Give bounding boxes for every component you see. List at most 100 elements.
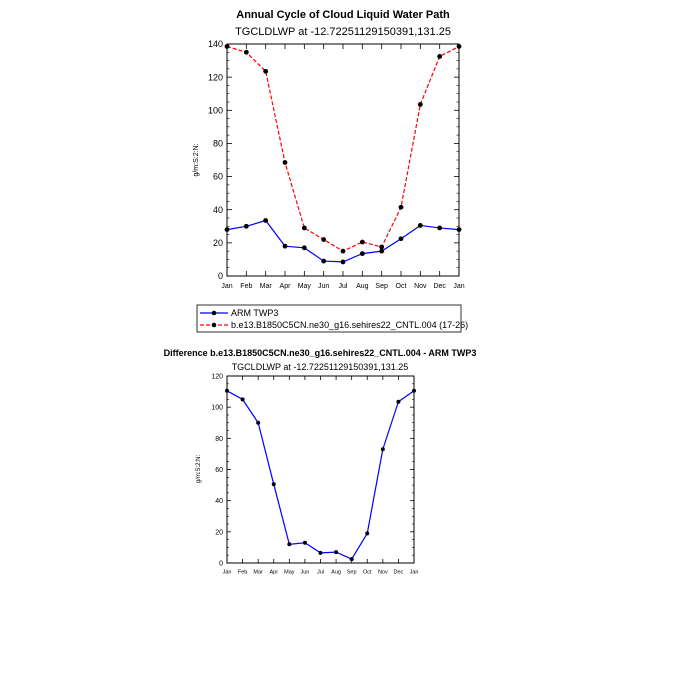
chart1-xtick-label: Jul <box>339 283 348 290</box>
chart2-data-point <box>396 399 401 404</box>
chart2-y-axis-label: g/m:S:2:N: <box>196 454 202 483</box>
chart1-data-point <box>437 54 443 59</box>
chart2-ytick-label: 20 <box>215 529 223 536</box>
chart1-ytick-label: 100 <box>208 105 223 115</box>
chart1-data-point <box>321 237 327 242</box>
chart2-data-point <box>349 557 354 562</box>
chart1-ytick-label: 0 <box>218 271 223 281</box>
legend-arm-marker <box>211 310 217 316</box>
chart1-data-point <box>301 225 307 231</box>
chart1-data-point <box>263 68 269 74</box>
chart1-data-point <box>379 244 385 250</box>
legend-model-marker <box>211 322 217 328</box>
annual-cycle-chart: Annual Cycle of Cloud Liquid Water Path … <box>193 9 468 333</box>
chart1-data-point <box>379 248 385 254</box>
chart1-ytick-label: 20 <box>213 238 223 248</box>
chart1-title: Annual Cycle of Cloud Liquid Water Path <box>236 9 450 21</box>
chart1-subtitle: TGCLDLWP at -12.7225112915039​1,131.25 <box>235 26 451 38</box>
chart1-xtick-label: Sep <box>375 283 388 290</box>
chart1-xtick-label: Oct <box>396 283 407 290</box>
chart2-data-point <box>271 482 276 487</box>
chart1-ytick-label: 40 <box>213 205 223 215</box>
legend-frame <box>196 304 462 333</box>
chart2-ytick-label: 40 <box>215 498 223 505</box>
chart1-data-point <box>282 243 288 249</box>
chart2-series-line-0 <box>226 390 415 560</box>
chart1-xtick-label: Aug <box>356 283 369 290</box>
chart1-data-point <box>243 223 249 229</box>
chart1-plot-frame <box>226 43 460 277</box>
chart1-legend: ARM TWP3 b.e13.B1850C5CN.ne30_g16.sehire… <box>196 304 468 333</box>
chart1-xtick-label: Mar <box>260 283 273 290</box>
chart1-xtick-label: Jan <box>221 283 232 290</box>
chart1-data-point <box>263 218 269 223</box>
chart2-ytick-label: 0 <box>219 560 223 567</box>
legend-entry-arm: ARM TWP3 <box>200 308 278 318</box>
chart1-xtick-label: Apr <box>280 283 292 290</box>
chart1-data-point <box>437 225 443 231</box>
chart2-ytick-label: 80 <box>215 436 223 443</box>
chart2-data-point <box>256 420 261 425</box>
chart2-xtick-label: Jan <box>223 570 232 576</box>
chart2-plot-frame <box>226 375 415 564</box>
chart2-ytick-label: 60 <box>215 467 223 474</box>
chart1-xtick-label: May <box>298 283 312 290</box>
chart2-xtick-label: Apr <box>269 570 278 576</box>
legend-entry-model: b.e13.B1850C5CN.ne30_g16.sehires22_CNTL.… <box>200 320 468 330</box>
chart2-data-point <box>318 550 323 555</box>
chart2-xtick-label: Nov <box>378 570 388 576</box>
chart2-xtick-label: Feb <box>238 570 247 576</box>
chart1-ytick-label: 120 <box>208 72 223 82</box>
chart1-data-point <box>417 102 423 107</box>
chart1-data-point <box>456 227 462 233</box>
chart1-data-point <box>359 239 365 245</box>
chart2-xtick-label: Oct <box>363 570 372 576</box>
chart1-data-point <box>282 160 288 165</box>
chart2-xtick-label: Jul <box>317 570 324 576</box>
chart1-data-point <box>417 223 423 228</box>
chart1-xtick-label: Jan <box>453 283 464 290</box>
legend-arm-label: ARM TWP3 <box>231 308 278 318</box>
chart1-data-point <box>224 227 230 233</box>
chart2-data-point <box>380 447 385 452</box>
legend-model-label: b.e13.B1850C5CN.ne30_g16.sehires22_CNTL.… <box>231 320 468 330</box>
difference-chart: Difference b.e13.B1850C5CN.ne30_g16.sehi… <box>164 348 477 576</box>
chart1-series-line-1 <box>226 45 460 252</box>
chart2-data-point <box>334 550 339 555</box>
chart2-xtick-label: Jan <box>410 570 419 576</box>
chart2-subtitle: TGCLDLWP at -12.7225112915039​1,131.25 <box>232 362 409 372</box>
chart1-y-axis-label: g/m:S:2:N: <box>193 143 200 176</box>
chart1-data-point <box>398 204 404 210</box>
chart1-data-point <box>301 245 307 251</box>
chart1-ytick-label: 140 <box>208 39 223 49</box>
chart1-data-point <box>456 44 462 49</box>
chart1-data-point <box>340 248 346 254</box>
chart2-ytick-label: 100 <box>211 405 223 412</box>
chart1-data-point <box>398 236 404 242</box>
chart2-xtick-label: Dec <box>394 570 404 576</box>
chart2-xtick-label: May <box>284 570 295 576</box>
chart2-xtick-label: Aug <box>331 570 341 576</box>
chart2-data-point <box>365 531 370 536</box>
chart2-data-point <box>412 388 416 393</box>
chart1-xtick-label: Nov <box>414 283 427 290</box>
chart1-xtick-label: Feb <box>240 283 252 290</box>
chart1-ytick-label: 80 <box>213 139 223 149</box>
chart1-xtick-label: Jun <box>318 283 329 290</box>
chart1-xtick-label: Dec <box>433 283 446 290</box>
chart2-data-point <box>302 540 307 545</box>
chart2-data-point <box>287 542 292 547</box>
chart2-xtick-label: Mar <box>253 570 263 576</box>
chart1-data-point <box>321 258 327 264</box>
chart1-ytick-label: 60 <box>213 172 223 182</box>
chart1-data-point <box>359 251 365 257</box>
chart2-title: Difference b.e13.B1850C5CN.ne30_g16.sehi… <box>164 348 477 358</box>
chart2-xtick-label: Sep <box>347 570 357 576</box>
chart1-data-point <box>243 49 249 55</box>
chart2-data-point <box>225 388 229 393</box>
chart1-series-line-0 <box>226 219 460 263</box>
chart1-data-point <box>340 259 346 265</box>
chart2-ytick-label: 120 <box>211 373 223 380</box>
chart1-data-point <box>224 44 230 49</box>
